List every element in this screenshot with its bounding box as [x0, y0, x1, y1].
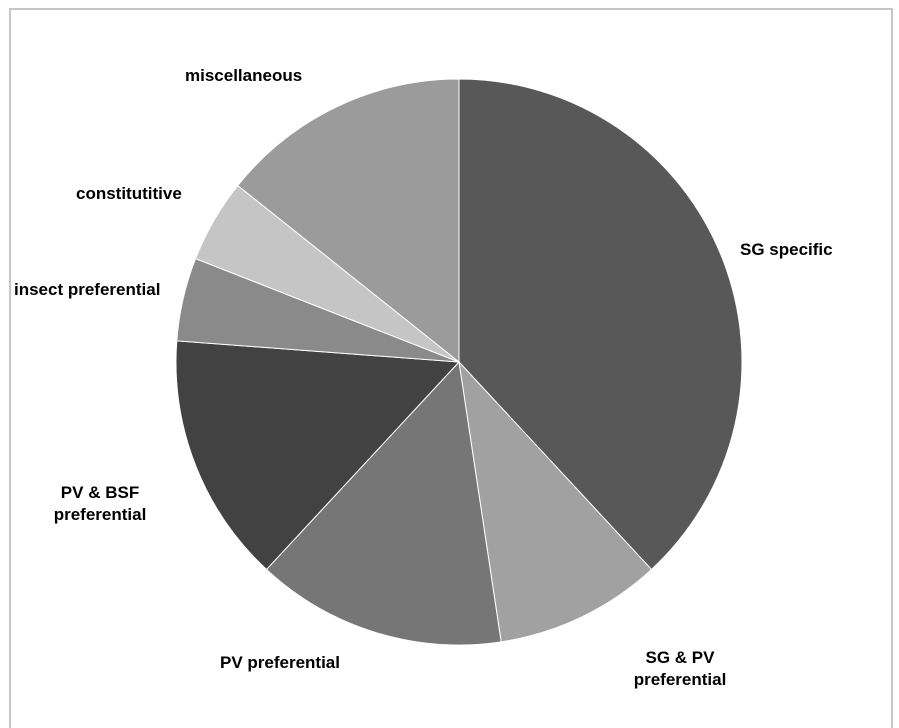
slice-label-line: insect preferential [14, 280, 160, 299]
pie-slice-3 [175, 340, 461, 571]
pie-slice-1 [458, 360, 653, 643]
pie-chart: SG specific SG & PV preferential PV prefere… [14, 66, 833, 689]
pie-slice-0 [458, 78, 743, 571]
slice-label-3: PV & BSF preferential [54, 483, 147, 524]
pie-slice-2 [265, 360, 502, 646]
slice-label-line: miscellaneous [185, 66, 302, 85]
slice-label-line: PV & BSF [61, 483, 139, 502]
slice-label-6: miscellaneous [185, 66, 302, 85]
slice-label-line: preferential [54, 505, 147, 524]
slice-label-2: PV preferential [220, 653, 340, 672]
slice-label-line: SG & PV [646, 648, 716, 667]
slice-label-line: preferential [634, 670, 727, 689]
slice-label-line: constitutitive [76, 184, 182, 203]
pie-slice-6 [237, 78, 460, 364]
slice-label-1: SG & PV preferential [634, 648, 727, 689]
slice-label-line: PV preferential [220, 653, 340, 672]
chart-frame [9, 8, 893, 728]
slice-label-5: constitutitive [76, 184, 182, 203]
pie-labels: SG specific SG & PV preferential PV prefere… [14, 66, 833, 689]
slice-label-4: insect preferential [14, 280, 160, 299]
pie-slices [175, 78, 743, 646]
slice-label-0: SG specific [740, 240, 833, 259]
slice-label-line: SG specific [740, 240, 833, 259]
